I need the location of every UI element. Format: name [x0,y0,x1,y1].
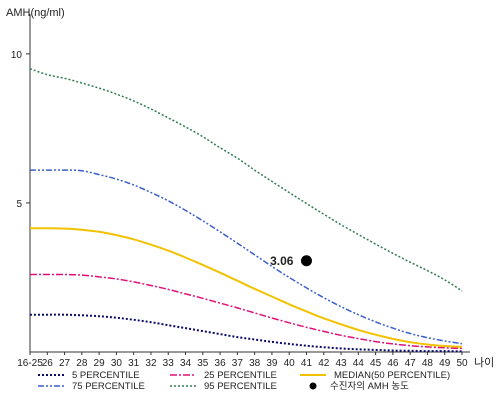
legend: 5 PERCENTILE 25 PERCENTILE MEDIAN(50 PERCE… [38,370,450,392]
x-tick-label: 37 [232,358,244,369]
legend-label-0: 5 PERCENTILE [72,370,140,381]
x-tick-label: 42 [318,358,330,369]
patient-amh-value-label: 3.06 [270,254,294,268]
x-tick-label: 47 [405,358,417,369]
x-tick-label: 43 [335,358,347,369]
legend-label-2: MEDIAN(50 PERCENTILE) [334,370,450,381]
series-line-3 [30,169,463,345]
x-tick-label: 29 [94,358,106,369]
legend-label-1: 25 PERCENTILE [204,370,277,381]
x-tick-label: 50 [456,358,468,369]
x-tick-label: 26 [42,358,54,369]
point-layer: 3.06 [270,254,312,268]
x-tick-label: 41 [301,358,313,369]
axes: AMH(ng/ml) 나이 [6,7,494,369]
x-tick-label: 49 [439,358,451,369]
y-tick-label: 10 [11,50,23,61]
series-line-0 [30,313,463,353]
x-tick-label: 31 [128,358,140,369]
x-tick-label: 32 [145,358,157,369]
series-layer [29,67,463,353]
x-tick-label: 36 [215,358,227,369]
x-tick-label: 45 [370,358,382,369]
legend-swatch-point [309,382,317,390]
x-tick-label: 40 [284,358,296,369]
x-tick-label: 48 [422,358,434,369]
series-line-1 [30,273,463,350]
y-axis-title: AMH(ng/ml) [6,7,65,19]
x-tick-label: 33 [163,358,175,369]
legend-label-3: 75 PERCENTILE [72,381,145,392]
x-tick-label: 34 [180,358,192,369]
series-line-2 [29,227,463,348]
x-tick-label: 38 [249,358,261,369]
x-tick-label: 44 [353,358,365,369]
x-axis-title: 나이 [474,356,494,369]
x-tick-label: 39 [266,358,278,369]
patient-amh-point [300,255,312,267]
x-tick-label: 35 [197,358,209,369]
series-line-4 [29,67,463,292]
x-tick-label: 46 [387,358,399,369]
y-tick-label: 5 [16,199,22,210]
x-tick-label: 27 [59,358,71,369]
legend-label-4: 95 PERCENTILE [204,381,277,392]
x-tick-label: 16-25 [17,358,43,369]
x-tick-label: 28 [76,358,88,369]
x-tick-label: 30 [111,358,123,369]
legend-label-point: 수진자의 AMH 농도 [330,381,409,392]
